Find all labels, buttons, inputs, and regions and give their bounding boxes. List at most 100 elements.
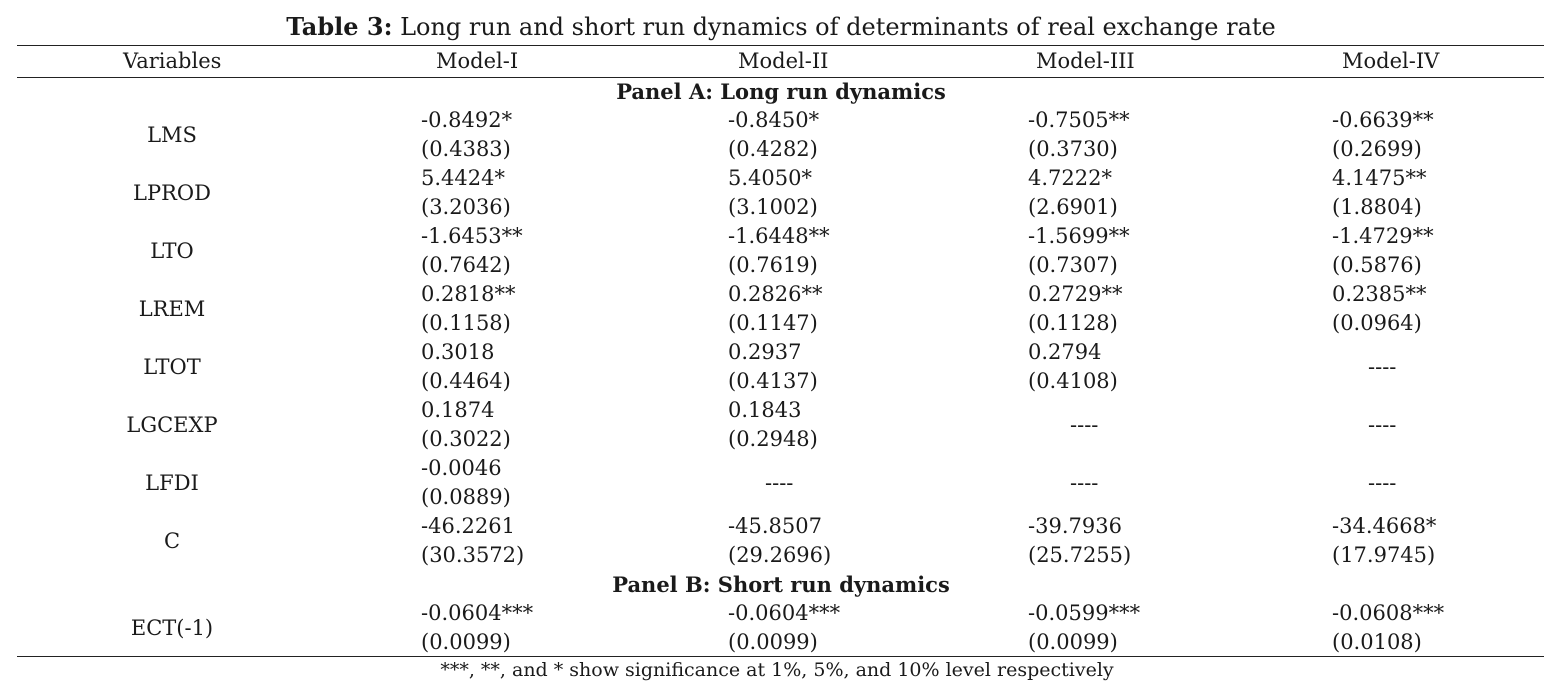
table-row: LTO -1.6453** (0.7642) -1.6448** (0.7619) -1.… — [0, 222, 1554, 280]
coefficient: -0.0046 — [421, 456, 502, 480]
coefficient: 0.3018 — [421, 340, 495, 364]
coefficient: 0.2937 — [728, 340, 802, 364]
estimate-cell: 0.1874 (0.3022) — [421, 396, 511, 454]
estimate-cell: -46.2261 (30.3572) — [421, 512, 524, 570]
coefficient: -0.7505** — [1028, 108, 1130, 132]
standard-error: (25.7255) — [1028, 543, 1132, 567]
table-row: LGCEXP 0.1874 (0.3022) 0.1843 (0.2948) ---- --… — [0, 396, 1554, 454]
variable-name: LPROD — [133, 181, 211, 205]
standard-error: (0.3022) — [421, 427, 511, 451]
coefficient: 0.2826** — [728, 282, 823, 306]
estimate-cell: -1.5699** (0.7307) — [1028, 222, 1130, 280]
estimate-cell: -1.6453** (0.7642) — [421, 222, 523, 280]
estimate-cell: -0.0046 (0.0889) — [421, 454, 511, 512]
coefficient: 0.2729** — [1028, 282, 1123, 306]
coefficient: 5.4050* — [728, 166, 812, 190]
coefficient: -1.6448** — [728, 224, 830, 248]
estimate-cell: 0.2794 (0.4108) — [1028, 338, 1118, 396]
standard-error: (0.1158) — [421, 311, 511, 335]
coefficient: -0.8450* — [728, 108, 820, 132]
estimate-cell: 5.4050* (3.1002) — [728, 164, 818, 222]
coefficient: 4.7222* — [1028, 166, 1112, 190]
estimate-cell: -1.4729** (0.5876) — [1332, 222, 1434, 280]
estimate-cell: 0.2937 (0.4137) — [728, 338, 818, 396]
table-title: Table 3: Long run and short run dynamics… — [0, 12, 1554, 42]
standard-error: (0.0889) — [421, 485, 511, 509]
coefficient: 0.1874 — [421, 398, 495, 422]
table-title-text: Long run and short run dynamics of deter… — [392, 13, 1276, 41]
standard-error: (3.2036) — [421, 195, 511, 219]
coefficient: 4.1475** — [1332, 166, 1427, 190]
standard-error: (1.8804) — [1332, 195, 1422, 219]
coefficient: 0.2385** — [1332, 282, 1427, 306]
variable-name: LGCEXP — [126, 413, 218, 437]
bottom-rule — [17, 656, 1544, 657]
table-row: LFDI -0.0046 (0.0889) ---- ---- ---- — [0, 454, 1554, 512]
coefficient: -0.8492* — [421, 108, 513, 132]
coefficient: 0.2818** — [421, 282, 516, 306]
estimate-cell: -0.0599*** (0.0099) — [1028, 599, 1140, 657]
missing-value-dash: ---- — [1070, 413, 1099, 437]
coefficient: -1.4729** — [1332, 224, 1434, 248]
header-rule — [17, 77, 1544, 78]
standard-error: (0.0108) — [1332, 630, 1422, 654]
variable-name: LFDI — [145, 471, 199, 495]
coefficient: -0.0608*** — [1332, 601, 1445, 625]
standard-error: (0.7642) — [421, 253, 511, 277]
variable-name: C — [163, 529, 181, 553]
coefficient: -0.0604*** — [421, 601, 534, 625]
estimate-cell: 0.2385** (0.0964) — [1332, 280, 1426, 338]
standard-error: (2.6901) — [1028, 195, 1118, 219]
standard-error: (0.0099) — [1028, 630, 1118, 654]
table-row: LMS -0.8492* (0.4383) -0.8450* (0.4282) -0.75… — [0, 106, 1554, 164]
standard-error: (0.7307) — [1028, 253, 1118, 277]
coefficient: -0.6639** — [1332, 108, 1434, 132]
header-model-ii: Model-II — [738, 49, 829, 73]
panel-b-title: Panel B: Short run dynamics — [612, 572, 950, 597]
table-title-label: Table 3: — [286, 12, 393, 41]
standard-error: (0.4137) — [728, 369, 818, 393]
variable-name: LTOT — [143, 355, 201, 379]
missing-value-dash: ---- — [1368, 413, 1397, 437]
estimate-cell: 0.2729** (0.1128) — [1028, 280, 1122, 338]
panel-a-title: Panel A: Long run dynamics — [616, 79, 946, 104]
estimate-cell: 0.2818** (0.1158) — [421, 280, 515, 338]
missing-value-dash: ---- — [1368, 355, 1397, 379]
table-row: LREM 0.2818** (0.1158) 0.2826** (0.1147) 0.27… — [0, 280, 1554, 338]
coefficient: -46.2261 — [421, 514, 515, 538]
standard-error: (0.4108) — [1028, 369, 1118, 393]
estimate-cell: -0.0604*** (0.0099) — [728, 599, 840, 657]
coefficient: -39.7936 — [1028, 514, 1122, 538]
estimate-cell: 0.2826** (0.1147) — [728, 280, 822, 338]
standard-error: (17.9745) — [1332, 543, 1436, 567]
variable-name: ECT(-1) — [130, 616, 214, 640]
standard-error: (0.0099) — [421, 630, 511, 654]
standard-error: (0.4383) — [421, 137, 511, 161]
standard-error: (30.3572) — [421, 543, 525, 567]
missing-value-dash: ---- — [1070, 471, 1099, 495]
table-row: LTOT 0.3018 (0.4464) 0.2937 (0.4137) 0.2794 (0… — [0, 338, 1554, 396]
variable-name: LMS — [147, 123, 197, 147]
header-model-i: Model-I — [436, 49, 519, 73]
standard-error: (0.7619) — [728, 253, 818, 277]
estimate-cell: 4.1475** (1.8804) — [1332, 164, 1426, 222]
standard-error: (0.0964) — [1332, 311, 1422, 335]
variable-name: LREM — [138, 297, 206, 321]
header-model-iii: Model-III — [1036, 49, 1135, 73]
estimate-cell: -0.8450* (0.4282) — [728, 106, 819, 164]
top-rule — [17, 45, 1544, 46]
estimate-cell: -0.7505** (0.3730) — [1028, 106, 1130, 164]
estimate-cell: -0.6639** (0.2699) — [1332, 106, 1434, 164]
standard-error: (29.2696) — [728, 543, 832, 567]
estimate-cell: 4.7222* (2.6901) — [1028, 164, 1118, 222]
missing-value-dash: ---- — [765, 471, 794, 495]
estimate-cell: -0.0604*** (0.0099) — [421, 599, 533, 657]
coefficient: 5.4424* — [421, 166, 505, 190]
coefficient: -34.4668* — [1332, 514, 1437, 538]
standard-error: (0.5876) — [1332, 253, 1422, 277]
estimate-cell: -0.0608*** (0.0108) — [1332, 599, 1444, 657]
coefficient: 0.1843 — [728, 398, 802, 422]
estimate-cell: -45.8507 (29.2696) — [728, 512, 831, 570]
significance-note: ***, **, and * show significance at 1%, … — [440, 659, 1114, 681]
estimate-cell: -34.4668* (17.9745) — [1332, 512, 1436, 570]
